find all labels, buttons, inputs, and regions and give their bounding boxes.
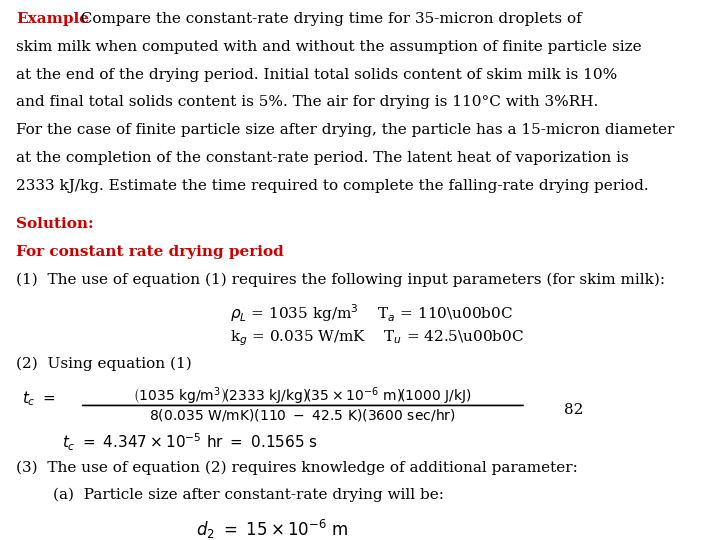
Text: $\rho_L$ = 1035 kg/m$^3$    T$_a$ = 110\u00b0C: $\rho_L$ = 1035 kg/m$^3$ T$_a$ = 110\u00…	[230, 302, 513, 324]
Text: Solution:: Solution:	[17, 218, 94, 232]
Text: 82: 82	[564, 402, 583, 416]
Text: For constant rate drying period: For constant rate drying period	[17, 245, 284, 259]
Text: Example: Example	[17, 12, 89, 26]
Text: at the end of the drying period. Initial total solids content of skim milk is 10: at the end of the drying period. Initial…	[17, 68, 618, 82]
Text: $8(0.035\ \mathrm{W/mK})(110\ -\ 42.5\ \mathrm{K})(3600\ \mathrm{sec/hr})$: $8(0.035\ \mathrm{W/mK})(110\ -\ 42.5\ \…	[150, 407, 456, 423]
Text: $\left(1035\ \mathrm{kg/m^3}\right)\!\left(2333\ \mathrm{kJ/kg}\right)\!\left(35: $\left(1035\ \mathrm{kg/m^3}\right)\!\le…	[133, 386, 472, 407]
Text: $t_c\ =$: $t_c\ =$	[22, 389, 56, 408]
Text: (3)  The use of equation (2) requires knowledge of additional parameter:: (3) The use of equation (2) requires kno…	[17, 461, 578, 475]
Text: skim milk when computed with and without the assumption of finite particle size: skim milk when computed with and without…	[17, 40, 642, 54]
Text: (2)  Using equation (1): (2) Using equation (1)	[17, 356, 192, 370]
Text: at the completion of the constant-rate period. The latent heat of vaporization i: at the completion of the constant-rate p…	[17, 151, 629, 165]
Text: and final total solids content is 5%. The air for drying is 110°C with 3%RH.: and final total solids content is 5%. Th…	[17, 96, 599, 109]
Text: $t_c\ =\ 4.347\times10^{-5}\ \mathrm{hr}\ =\ 0.1565\ \mathrm{s}$: $t_c\ =\ 4.347\times10^{-5}\ \mathrm{hr}…	[62, 432, 318, 453]
Text: k$_g$ = 0.035 W/mK    T$_u$ = 42.5\u00b0C: k$_g$ = 0.035 W/mK T$_u$ = 42.5\u00b0C	[230, 328, 524, 348]
Text: (1)  The use of equation (1) requires the following input parameters (for skim m: (1) The use of equation (1) requires the…	[17, 273, 665, 287]
Text: For the case of finite particle size after drying, the particle has a 15-micron : For the case of finite particle size aft…	[17, 123, 675, 137]
Text: (a)  Particle size after constant-rate drying will be:: (a) Particle size after constant-rate dr…	[53, 487, 444, 502]
Text: 2333 kJ/kg. Estimate the time required to complete the falling-rate drying perio: 2333 kJ/kg. Estimate the time required t…	[17, 179, 649, 193]
Text: Compare the constant-rate drying time for 35-micron droplets of: Compare the constant-rate drying time fo…	[71, 12, 582, 26]
Text: $d_2\ =\ 15\times10^{-6}\ \mathrm{m}$: $d_2\ =\ 15\times10^{-6}\ \mathrm{m}$	[197, 518, 349, 540]
